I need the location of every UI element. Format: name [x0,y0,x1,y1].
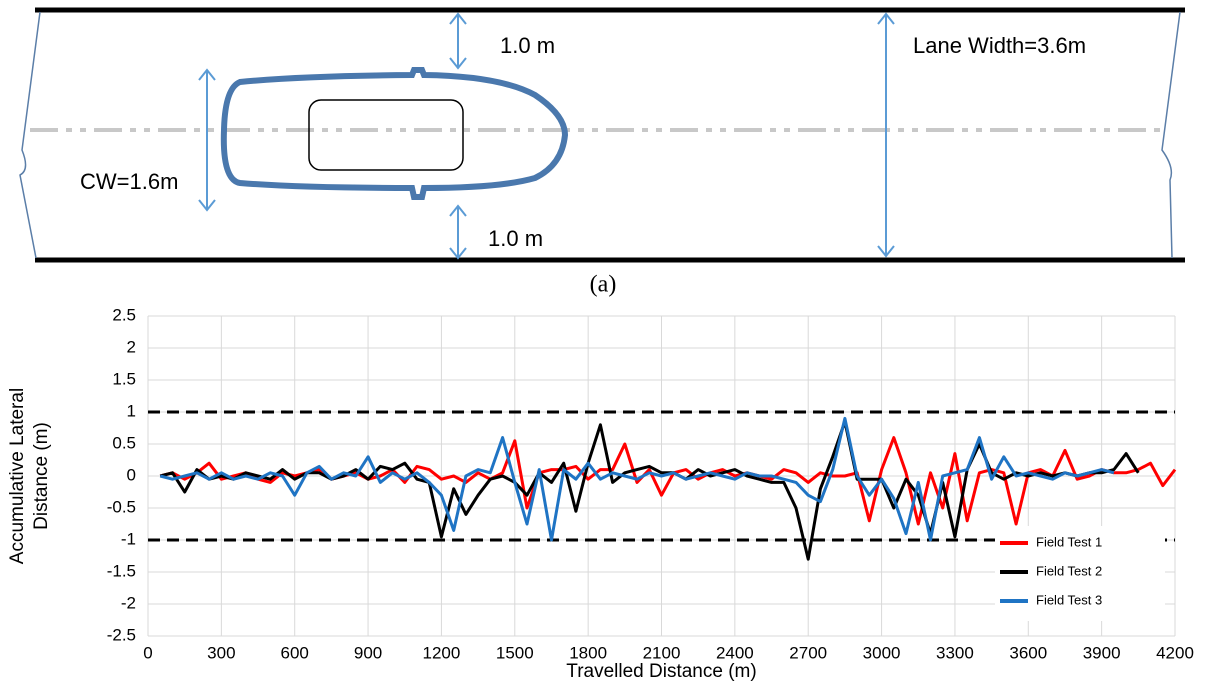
x-tick-label: 600 [281,643,309,662]
x-tick-label: 0 [143,643,152,662]
x-tick-label: 300 [207,643,235,662]
y-tick-label: 0 [127,465,136,484]
y-tick-label: 1.5 [112,369,136,388]
x-tick-label: 1500 [496,643,534,662]
x-axis-title: Travelled Distance (m) [566,661,756,682]
car-width-label: CW=1.6m [80,169,178,194]
chart: 2.5 2 1.5 1 0.5 0 -0.5 -1 -1.5 -2 -2.5 0 300 600 900 12… [7,305,1194,682]
x-tick-label: 2400 [716,643,754,662]
break-mark [19,11,41,259]
x-tick-label: 3600 [1009,643,1047,662]
gap-label: 1.0 m [500,33,555,58]
y-tick-label: -0.5 [107,497,136,516]
y-tick-label: -2 [121,593,136,612]
x-tick-label: 2700 [789,643,827,662]
series-line [159,416,1115,542]
caption: (a) [590,272,617,298]
legend-label: Field Test 2 [1036,563,1102,578]
break-mark [1161,11,1181,259]
series-line [159,420,1140,561]
y-tick-label: -1.5 [107,561,136,580]
y-tick-label: -2.5 [107,625,136,644]
y-axis-title: Accumulative Lateral [7,388,28,564]
x-tick-label: 1200 [423,643,461,662]
x-tick-label: 1800 [569,643,607,662]
legend-label: Field Test 1 [1036,534,1102,549]
x-tick-label: 2100 [643,643,681,662]
lane-width-label: Lane Width=3.6m [913,33,1086,58]
x-tick-label: 3000 [863,643,901,662]
car-outline [220,67,569,200]
y-tick-label: 1 [127,401,136,420]
x-tick-label: 4200 [1156,643,1194,662]
x-tick-label: 900 [354,643,382,662]
y-tick-label: 2.5 [112,305,136,324]
y-tick-label: 0.5 [112,433,136,452]
y-tick-label: -1 [121,529,136,548]
legend-label: Field Test 3 [1036,592,1102,607]
lane-diagram: 1.0 m 1.0 m Lane Width=3.6m CW=1.6m (a) [19,7,1185,298]
x-tick-label: 3900 [1083,643,1121,662]
car-window [308,99,464,171]
y-axis-title: Distance (m) [31,422,52,530]
y-tick-label: 2 [127,337,136,356]
gap-label: 1.0 m [488,226,543,251]
dimension-arrows [198,12,895,260]
series-line [159,436,1177,526]
x-tick-label: 3300 [936,643,974,662]
